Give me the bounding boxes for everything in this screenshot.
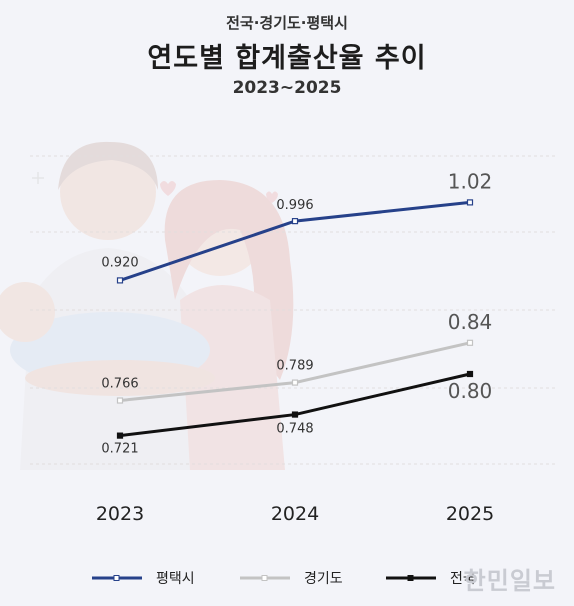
legend-marker [113,575,120,581]
legend-marker [407,575,414,581]
chart-period: 2023~2025 [232,78,342,98]
data-point [116,397,124,404]
data-label: 0.748 [276,422,313,437]
data-point [116,277,124,284]
heart-icon [160,181,176,196]
publisher-watermark: 한민일보 [463,567,556,595]
sparkle-icon [32,172,44,184]
data-label: 0.766 [101,377,138,392]
chart-title: 연도별 합계출산율 추이 [147,43,427,74]
data-point [466,339,474,346]
data-point [291,218,299,225]
data-label: 0.789 [276,359,313,374]
data-point [466,370,474,378]
series-line [119,200,471,282]
data-point [291,379,299,386]
legend-label: 전국 [450,571,476,587]
data-label: 0.80 [448,379,493,403]
data-point [116,432,124,439]
father-arm [25,360,215,396]
x-tick-label: 2025 [446,503,494,525]
legend-marker [261,575,268,581]
heart-icon [266,191,278,203]
baby-head [0,282,55,342]
data-label: 0.996 [276,198,313,213]
father-head [60,144,156,240]
legend-label: 평택시 [156,571,195,587]
legend-label: 경기도 [304,571,343,587]
x-tick-label: 2024 [271,503,319,525]
data-label: 1.02 [448,169,493,193]
chart-supertitle: 전국·경기도·평택시 [226,14,348,32]
x-tick-label: 2023 [96,503,144,525]
data-point [291,411,299,418]
data-label: 0.84 [448,310,493,334]
data-label: 0.920 [101,255,138,270]
father-hair [58,141,158,190]
data-label: 0.721 [101,442,138,457]
data-point [466,199,474,206]
